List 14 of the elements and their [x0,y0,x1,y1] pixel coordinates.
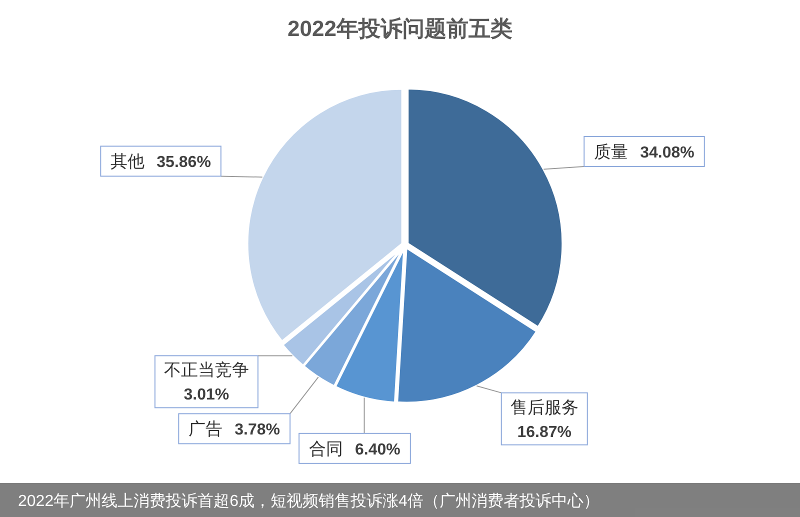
data-label: 34.08% [640,144,694,162]
data-label: 6.40% [355,441,400,458]
chart-title: 2022年投诉问题前五类 [288,16,512,41]
slice-label: 广告 [188,420,223,439]
caption-text: 2022年广州线上消费投诉首超6成，短视频销售投诉涨4倍（广州消费者投诉中心） [18,493,600,510]
data-label: 35.86% [156,154,211,172]
data-label: 16.87% [517,424,572,441]
slice-label: 合同 [309,439,344,458]
slice-label: 其他 [110,152,145,172]
data-label: 3.78% [234,422,280,439]
slice-label: 售后服务 [510,398,578,417]
data-label: 3.01% [184,386,230,404]
slice-label: 不正当竞争 [164,360,249,380]
slice-label: 质量 [594,142,628,162]
